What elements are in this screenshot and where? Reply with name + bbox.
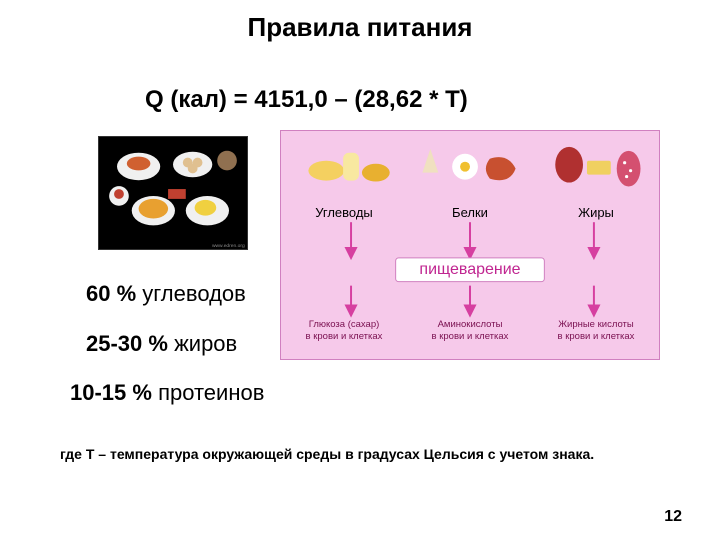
footnote-text: где Т – температура окружающей среды в г… bbox=[60, 445, 680, 463]
percent-fats: 25-30 % жиров bbox=[86, 331, 237, 357]
footer-col1-l2: в крови и клетках bbox=[306, 331, 383, 342]
percent-fats-value: 25-30 % bbox=[86, 331, 168, 356]
percent-fats-label: жиров bbox=[168, 331, 237, 356]
percent-proteins-label: протеинов bbox=[152, 380, 264, 405]
footer-col2: Аминокислоты в крови и клетках bbox=[408, 319, 533, 343]
col-header-carbs: Углеводы bbox=[282, 205, 407, 220]
svg-text:www.edren.org: www.edren.org bbox=[212, 243, 245, 249]
percent-carbs-value: 60 % bbox=[86, 281, 136, 306]
footer-col1-l1: Глюкоза (сахар) bbox=[309, 319, 380, 330]
footer-col3-l2: в крови и клетках bbox=[558, 331, 635, 342]
footer-col2-l2: в крови и клетках bbox=[432, 331, 509, 342]
diagram-column-headers: Углеводы Белки Жиры bbox=[281, 205, 659, 220]
col-header-proteins: Белки bbox=[408, 205, 533, 220]
percent-carbs-label: углеводов bbox=[136, 281, 246, 306]
food-photo: www.edren.org bbox=[98, 136, 248, 250]
footer-col1: Глюкоза (сахар) в крови и клетках bbox=[282, 319, 407, 343]
formula-text: Q (кал) = 4151,0 – (28,62 * Т) bbox=[145, 86, 468, 114]
diagram-center-label: пищеварение bbox=[281, 261, 659, 279]
digestion-diagram: Углеводы Белки Жиры пищеварение Глюкоза … bbox=[280, 130, 660, 360]
percent-carbs: 60 % углеводов bbox=[86, 281, 246, 307]
footer-col2-l1: Аминокислоты bbox=[438, 319, 503, 330]
percent-proteins: 10-15 % протеинов bbox=[70, 380, 264, 406]
col-header-fats: Жиры bbox=[534, 205, 659, 220]
footer-col3: Жирные кислоты в крови и клетках bbox=[534, 319, 659, 343]
page-number: 12 bbox=[664, 508, 682, 526]
diagram-footer-labels: Глюкоза (сахар) в крови и клетках Аминок… bbox=[281, 319, 659, 343]
footer-col3-l1: Жирные кислоты bbox=[558, 319, 633, 330]
percent-proteins-value: 10-15 % bbox=[70, 380, 152, 405]
slide-title: Правила питания bbox=[0, 12, 720, 43]
